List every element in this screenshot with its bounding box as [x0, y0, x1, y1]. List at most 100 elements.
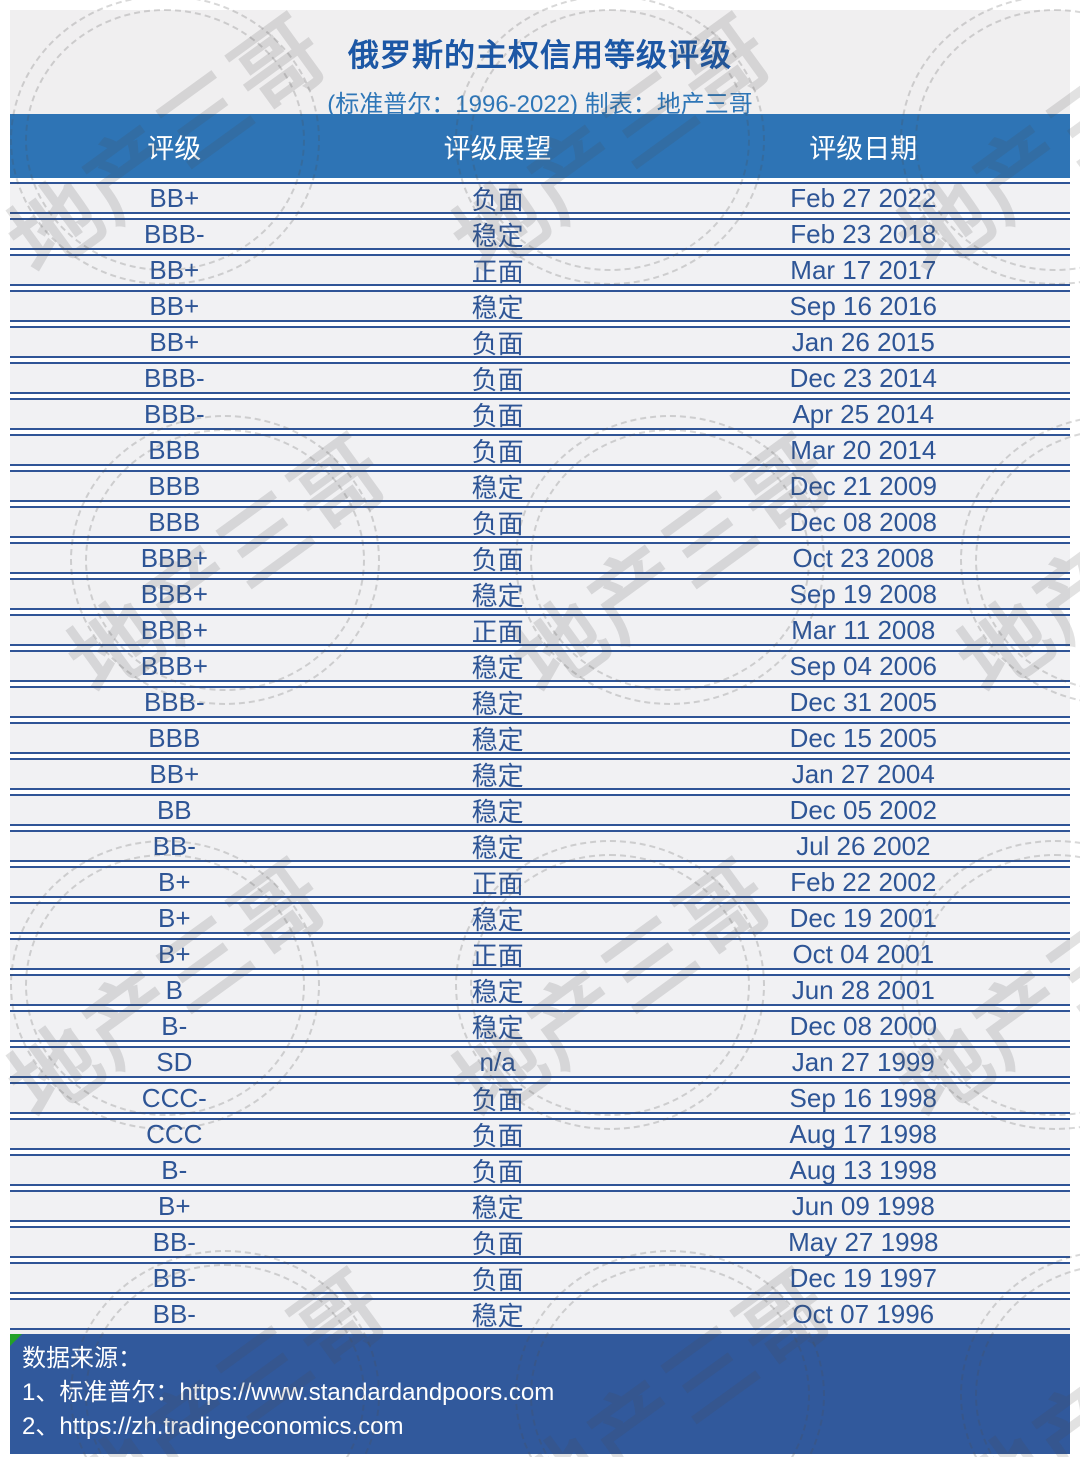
date-cell: Dec 15 2005	[789, 722, 938, 753]
outlook-cell: 正面	[471, 256, 524, 287]
date-cell: Feb 23 2018	[790, 218, 937, 249]
date-cell: Mar 20 2014	[790, 434, 937, 465]
date-cell: Jun 09 1998	[791, 1190, 935, 1221]
date-cell: Sep 19 2008	[789, 578, 938, 609]
outlook-cell: 负面	[471, 1264, 524, 1295]
date-cell: Sep 04 2006	[789, 650, 938, 681]
rating-cell: BBB+	[140, 542, 208, 573]
table-row: BB- 负面 May 27 1998	[10, 1226, 1070, 1259]
title-block: 俄罗斯的主权信用等级评级 (标准普尔：1996-2022) 制表：地产三哥	[10, 10, 1070, 118]
outlook-cell: 稳定	[471, 688, 524, 719]
table-row: BB+ 稳定 Jan 27 2004	[10, 758, 1070, 791]
table-row: B+ 稳定 Dec 19 2001	[10, 902, 1070, 935]
date-cell: Sep 16 2016	[789, 290, 938, 321]
date-cell: Apr 25 2014	[792, 398, 935, 429]
outlook-cell: 稳定	[471, 904, 524, 935]
date-cell: Dec 23 2014	[789, 362, 938, 393]
rating-cell: BBB	[148, 506, 201, 537]
outlook-cell: 稳定	[471, 472, 524, 503]
table-row: BBB+ 负面 Oct 23 2008	[10, 542, 1070, 575]
outlook-cell: 稳定	[471, 760, 524, 791]
date-cell: Jan 27 1999	[791, 1046, 935, 1077]
rating-cell: B	[165, 974, 183, 1005]
outlook-cell: 负面	[471, 436, 524, 467]
column-header-rating: 评级	[147, 133, 202, 164]
table-row: BBB+ 正面 Mar 11 2008	[10, 614, 1070, 647]
table-row: SD n/a Jan 27 1999	[10, 1046, 1070, 1078]
rating-cell: BBB-	[143, 218, 205, 249]
infographic-card: 俄罗斯的主权信用等级评级 (标准普尔：1996-2022) 制表：地产三哥 评级…	[10, 10, 1070, 1454]
rating-cell: BBB+	[140, 614, 208, 645]
date-cell: Aug 13 1998	[789, 1154, 938, 1185]
rating-cell: BB-	[152, 1298, 196, 1329]
outlook-cell: 稳定	[471, 796, 524, 827]
rating-cell: CCC-	[141, 1082, 207, 1113]
outlook-cell: 负面	[471, 1084, 524, 1115]
outlook-cell: 稳定	[471, 832, 524, 863]
date-cell: Jun 28 2001	[791, 974, 935, 1005]
rating-cell: BB+	[149, 182, 200, 213]
outlook-cell: 稳定	[471, 976, 524, 1007]
date-cell: Feb 22 2002	[790, 866, 937, 897]
column-header-outlook: 评级展望	[443, 133, 552, 164]
table-row: BBB 负面 Dec 08 2008	[10, 506, 1070, 539]
table-row: B+ 正面 Oct 04 2001	[10, 938, 1070, 971]
rating-cell: BB-	[152, 830, 196, 861]
outlook-cell: 稳定	[471, 292, 524, 323]
date-cell: Sep 16 1998	[789, 1082, 938, 1113]
date-cell: Aug 17 1998	[789, 1118, 938, 1149]
table-row: BBB- 负面 Dec 23 2014	[10, 362, 1070, 395]
date-cell: Mar 17 2017	[790, 254, 937, 285]
outlook-cell: 稳定	[471, 1192, 524, 1223]
date-cell: Dec 21 2009	[789, 470, 938, 501]
table-row: BBB+ 稳定 Sep 04 2006	[10, 650, 1070, 683]
table-row: B+ 稳定 Jun 09 1998	[10, 1190, 1070, 1223]
outlook-cell: 负面	[471, 1228, 524, 1259]
column-header-date: 评级日期	[809, 133, 918, 164]
rating-cell: BBB-	[143, 398, 205, 429]
rating-cell: BBB+	[140, 578, 208, 609]
table-row: BB- 稳定 Jul 26 2002	[10, 830, 1070, 863]
date-cell: Dec 19 2001	[789, 902, 938, 933]
rating-cell: BBB	[148, 722, 201, 753]
rating-cell: BBB	[148, 434, 201, 465]
table-row: BB+ 负面 Jan 26 2015	[10, 326, 1070, 359]
rating-cell: BBB+	[140, 650, 208, 681]
table-row: BB- 负面 Dec 19 1997	[10, 1262, 1070, 1295]
rating-cell: B+	[158, 902, 191, 933]
table-row: CCC 负面 Aug 17 1998	[10, 1118, 1070, 1151]
source-footer: 数据来源： 1、标准普尔：https://www.standardandpoor…	[10, 1334, 1070, 1454]
table-row: BBB+ 稳定 Sep 19 2008	[10, 578, 1070, 611]
outlook-cell: 稳定	[471, 220, 524, 251]
outlook-cell: 稳定	[471, 580, 524, 611]
table-row: BBB 稳定 Dec 15 2005	[10, 722, 1070, 755]
outlook-cell: 负面	[471, 400, 524, 431]
table-header-row: 评级 评级展望 评级日期	[10, 114, 1070, 178]
outlook-cell: n/a	[479, 1046, 516, 1077]
outlook-cell: 负面	[471, 508, 524, 539]
table-row: BBB- 负面 Apr 25 2014	[10, 398, 1070, 431]
outlook-cell: 负面	[471, 1156, 524, 1187]
rating-cell: BB+	[149, 290, 200, 321]
table-row: BB+ 稳定 Sep 16 2016	[10, 290, 1070, 323]
table-row: BB 稳定 Dec 05 2002	[10, 794, 1070, 827]
rating-cell: B-	[161, 1154, 188, 1185]
rating-cell: B+	[158, 938, 191, 969]
rating-cell: B+	[158, 866, 191, 897]
table-body: BB+ 负面 Feb 27 2022 BBB- 稳定 Feb 23 2018 B…	[10, 178, 1070, 1331]
rating-cell: BBB-	[143, 686, 205, 717]
table-row: BBB 稳定 Dec 21 2009	[10, 470, 1070, 503]
rating-cell: BB-	[152, 1262, 196, 1293]
date-cell: Dec 08 2008	[789, 506, 938, 537]
rating-cell: BB+	[149, 758, 200, 789]
rating-cell: B-	[161, 1010, 188, 1041]
date-cell: Oct 23 2008	[792, 542, 935, 573]
rating-cell: B+	[158, 1190, 191, 1221]
rating-cell: BBB-	[143, 362, 205, 393]
rating-cell: BBB	[148, 470, 201, 501]
outlook-cell: 负面	[471, 328, 524, 359]
table-row: BBB- 稳定 Dec 31 2005	[10, 686, 1070, 719]
outlook-cell: 正面	[471, 940, 524, 971]
source-heading: 数据来源：	[22, 1345, 142, 1372]
table-row: B- 稳定 Dec 08 2000	[10, 1010, 1070, 1043]
